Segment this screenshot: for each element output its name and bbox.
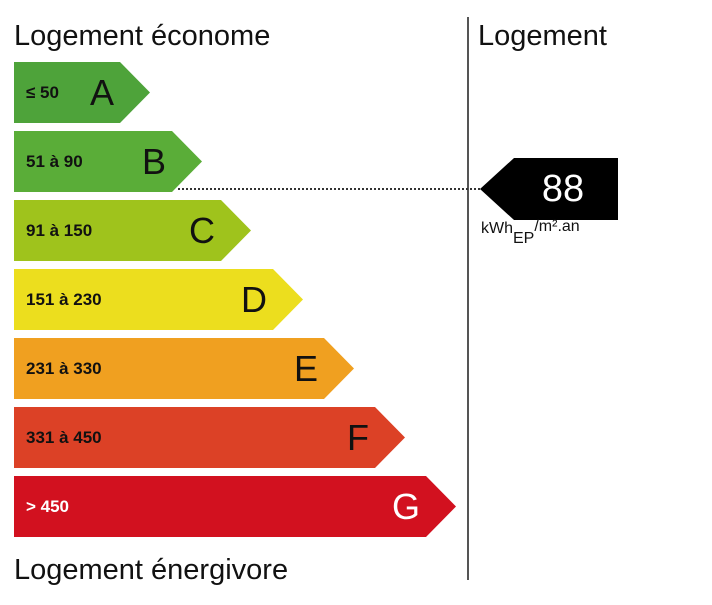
energy-class-range: 51 à 90 [26,152,83,171]
current-class-guide-line [178,188,480,190]
energy-class-bar-d: 151 à 230 D [14,269,303,330]
energy-class-letter: D [241,279,267,320]
energy-class-letter: E [293,348,318,389]
energy-class-range: 231 à 330 [26,359,102,378]
energy-class-bar-e: 231 à 330 E [14,338,354,399]
energy-class-letter: B [141,141,166,182]
energy-class-letter: G [391,486,420,527]
column-divider [467,17,469,580]
energy-class-letter: F [347,417,369,458]
energy-class-bar-shape [14,131,202,192]
footer-energy-intensive-label: Logement énergivore [14,554,289,586]
energy-class-bar-b: 51 à 90 B [14,131,202,192]
energy-class-bar-shape [14,62,150,123]
unit-suffix: /m².an [534,218,580,235]
unit-label: kWhEP/m².an [481,218,580,247]
unit-main: kWh [481,220,513,237]
energy-class-bar-shape [14,200,251,261]
unit-subscript: EP [513,230,535,247]
header-economical-label: Logement économe [14,20,271,52]
energy-class-bar-f: 331 à 450 F [14,407,405,468]
energy-class-bar-shape [14,269,303,330]
current-value: 88 [541,168,585,210]
header-dwelling-label: Logement [478,20,607,52]
energy-class-range: 151 à 230 [26,290,102,309]
energy-class-range: 91 à 150 [26,221,93,240]
energy-class-range: > 450 [26,497,70,516]
energy-class-bar-shape [14,407,405,468]
energy-class-bar-shape [14,338,354,399]
energy-class-bar-a: ≤ 50 A [14,62,150,123]
energy-class-letter: A [89,72,114,113]
energy-class-range: ≤ 50 [26,83,59,102]
marker-arrow-shape [480,158,618,220]
energy-class-range: 331 à 450 [26,428,102,447]
energy-class-bar-shape [14,476,456,537]
energy-class-letter: C [189,210,215,251]
energy-class-bar-g: > 450 G [14,476,456,537]
energy-class-bar-c: 91 à 150 C [14,200,251,261]
current-value-marker: 88 [480,158,618,220]
